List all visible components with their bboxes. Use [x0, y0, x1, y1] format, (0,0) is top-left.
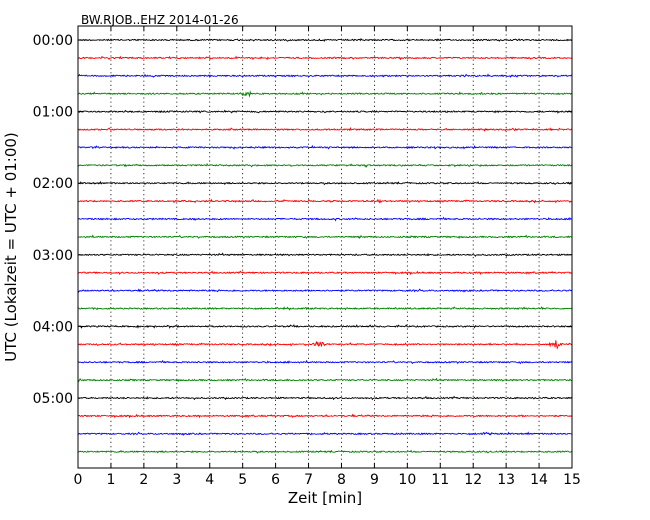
trace-row — [77, 90, 573, 98]
y-axis-label: UTC (Lokalzeit = UTC + 01:00) — [2, 132, 20, 362]
x-tick-label: 0 — [74, 472, 83, 488]
x-tick-label: 1 — [106, 472, 115, 488]
trace-row — [78, 37, 572, 42]
trace-row — [77, 252, 573, 258]
x-tick-label: 10 — [398, 472, 416, 488]
y-tick-label: 01:00 — [33, 105, 73, 121]
x-axis-label: Zeit [min] — [288, 489, 362, 507]
plot-frame — [77, 25, 573, 469]
y-tick-label: 02:00 — [33, 176, 73, 192]
trace-row — [77, 431, 573, 436]
x-tick-label: 8 — [337, 472, 346, 488]
x-tick-label: 3 — [172, 472, 181, 488]
trace-row — [77, 377, 572, 383]
x-axis: 0 1 2 3 4 5 6 7 8 9 10 11 12 13 14 15 — [74, 26, 581, 488]
chart-title: BW.RJOB..EHZ 2014-01-26 — [81, 13, 239, 27]
trace-row — [77, 109, 573, 114]
x-tick-label: 13 — [497, 472, 515, 488]
x-tick-label: 15 — [563, 472, 581, 488]
trace-row — [77, 306, 573, 311]
y-tick-label: 05:00 — [33, 391, 73, 407]
x-tick-label: 9 — [370, 472, 379, 488]
y-tick-label: 04:00 — [33, 319, 73, 335]
x-tick-label: 6 — [271, 472, 280, 488]
trace-row — [77, 234, 573, 240]
x-tick-label: 7 — [304, 472, 313, 488]
trace-row — [77, 323, 573, 329]
trace-row — [77, 413, 573, 419]
trace-row — [77, 216, 572, 222]
x-tick-label: 14 — [530, 472, 548, 488]
trace-row — [77, 340, 573, 350]
trace-row — [77, 270, 573, 276]
trace-row — [77, 198, 573, 204]
x-tick-label: 5 — [238, 472, 247, 488]
x-tick-label: 4 — [205, 472, 214, 488]
trace-lines — [77, 37, 573, 454]
x-tick-label: 11 — [431, 472, 449, 488]
trace-row — [77, 359, 573, 365]
trace-row — [77, 288, 573, 293]
trace-row — [78, 55, 573, 61]
trace-row — [77, 144, 573, 150]
y-tick-label: 03:00 — [33, 248, 73, 264]
y-tick-label: 00:00 — [33, 33, 73, 49]
x-tick-label: 2 — [139, 472, 148, 488]
trace-row — [77, 73, 572, 78]
trace-row — [77, 162, 573, 168]
trace-row — [77, 126, 573, 132]
grid-lines — [110, 26, 540, 468]
trace-row — [78, 180, 573, 186]
y-axis: 00:00 01:00 02:00 03:00 04:00 05:00 — [33, 33, 572, 407]
trace-row — [77, 449, 573, 454]
x-tick-label: 12 — [464, 472, 482, 488]
trace-row — [77, 395, 573, 401]
